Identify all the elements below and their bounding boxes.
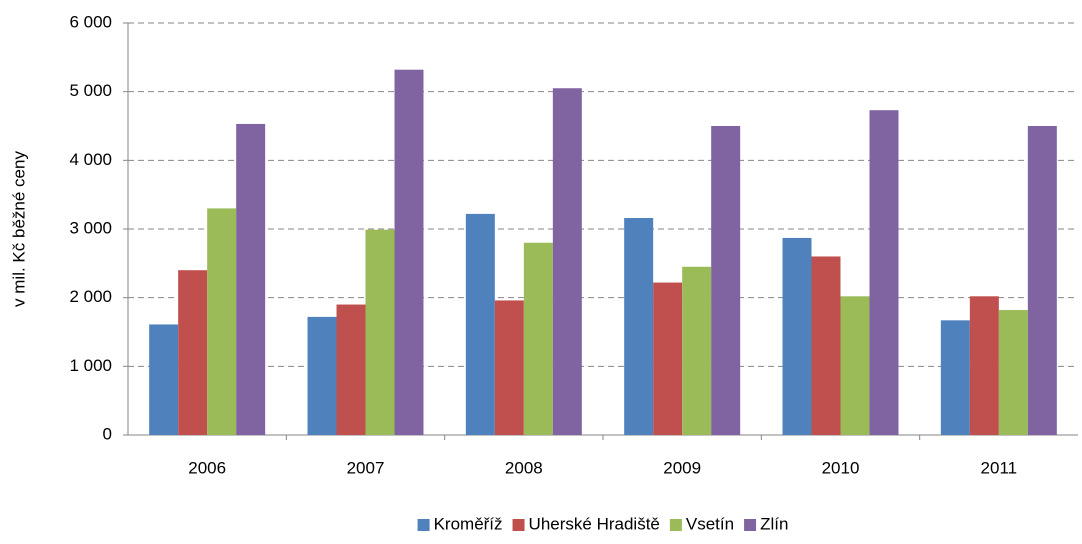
bar <box>624 218 654 435</box>
y-tick-label: 0 <box>103 424 112 443</box>
y-tick-label: 2 000 <box>69 287 112 306</box>
legend-swatch <box>669 519 682 531</box>
bar <box>711 126 741 435</box>
bar <box>940 320 970 435</box>
x-tick-label: 2009 <box>663 458 701 477</box>
bar <box>336 304 366 435</box>
legend-label: Zlín <box>760 514 788 533</box>
y-axis-title: v mil. Kč běžné ceny <box>9 151 28 307</box>
y-tick-label: 6 000 <box>69 12 112 31</box>
bar <box>969 296 999 435</box>
x-tick-label: 2008 <box>505 458 543 477</box>
legend-swatch <box>744 519 757 531</box>
legend-label: Uherské Hradiště <box>529 514 660 533</box>
bar <box>840 296 870 435</box>
bar <box>782 237 812 435</box>
bar <box>523 242 553 435</box>
x-tick-label: 2007 <box>347 458 385 477</box>
bar <box>1027 126 1057 435</box>
bar <box>653 282 683 435</box>
legend-swatch <box>417 519 430 531</box>
x-tick-label: 2011 <box>981 458 1018 477</box>
bar <box>149 324 179 435</box>
bar <box>307 316 337 435</box>
bar <box>869 110 899 435</box>
bar <box>465 213 495 435</box>
bar <box>178 270 208 435</box>
bar <box>811 256 841 435</box>
bar <box>494 300 524 435</box>
bar <box>682 266 712 435</box>
bar <box>365 229 395 435</box>
x-tick-label: 2010 <box>822 458 860 477</box>
x-tick-label: 2006 <box>188 458 226 477</box>
legend-label: Kroměříž <box>434 514 503 533</box>
bar <box>236 123 266 435</box>
y-tick-label: 3 000 <box>69 218 112 237</box>
bar <box>998 310 1028 435</box>
bar <box>207 208 237 435</box>
bar <box>394 69 424 436</box>
y-tick-label: 5 000 <box>69 81 112 100</box>
y-tick-label: 4 000 <box>69 150 112 169</box>
legend-swatch <box>512 519 525 531</box>
y-tick-label: 1 000 <box>69 356 112 375</box>
bar <box>552 88 582 435</box>
legend-label: Vsetín <box>686 514 734 533</box>
